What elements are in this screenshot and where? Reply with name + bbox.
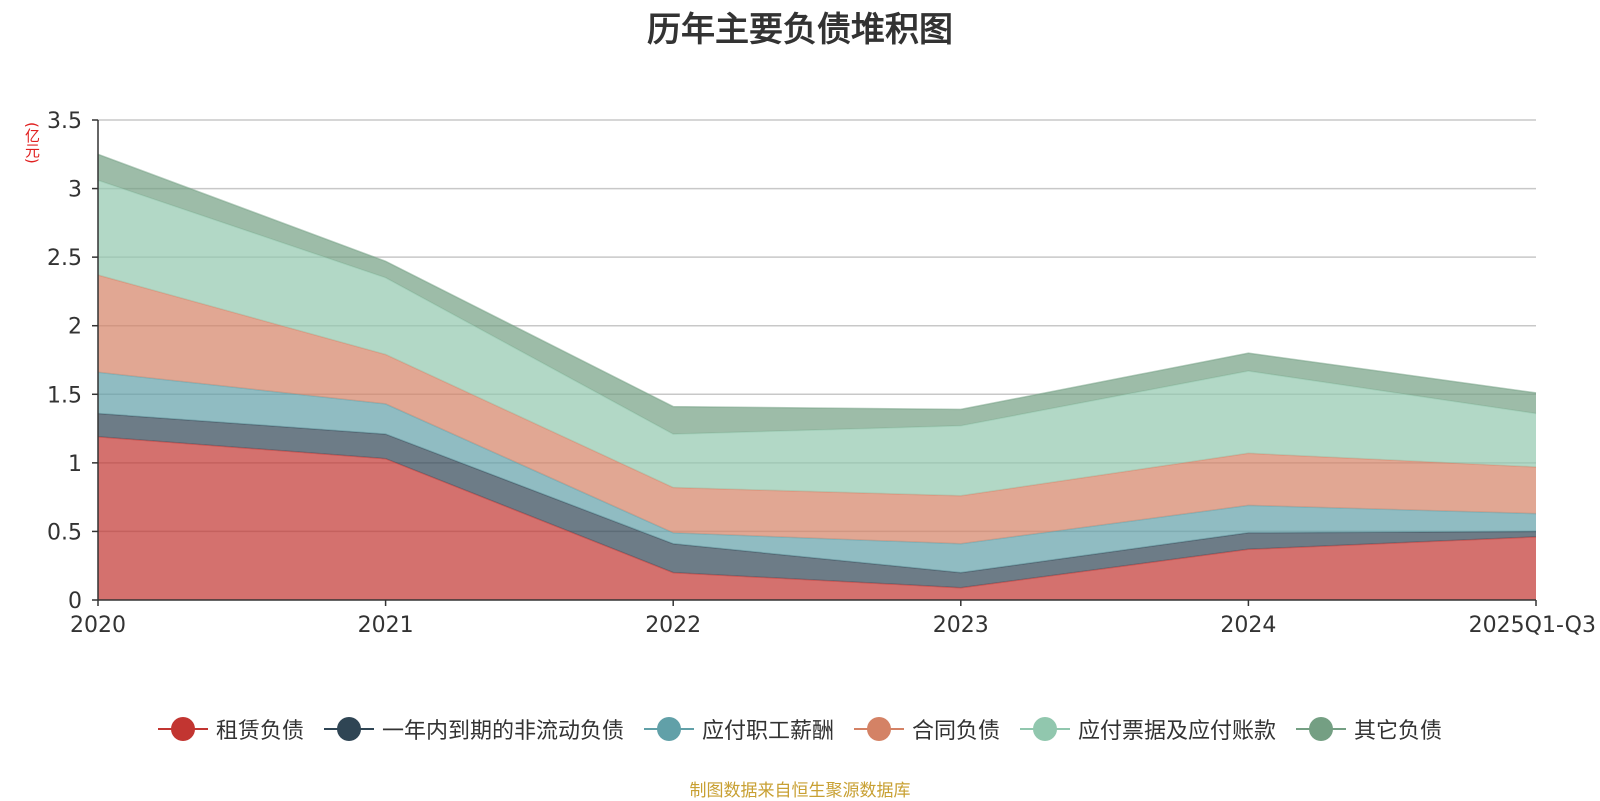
legend-label: 应付票据及应付账款 <box>1078 719 1277 744</box>
legend-marker-dot <box>1033 717 1058 741</box>
legend-marker-icon <box>157 716 208 742</box>
legend-marker-icon <box>643 716 694 742</box>
legend-marker-icon <box>323 716 374 742</box>
x-tick-label: 2022 <box>645 613 701 638</box>
x-tick-label: 2021 <box>358 613 414 638</box>
y-tick-label: 2.5 <box>47 246 82 271</box>
legend-label: 一年内到期的非流动负债 <box>381 719 624 744</box>
legend-item[interactable]: 应付票据及应付账款 <box>1020 713 1276 745</box>
area-edge-6 <box>97 153 1537 411</box>
legend-marker-dot <box>656 717 681 741</box>
legend-marker-dot <box>1309 717 1334 741</box>
legend-label: 租赁负债 <box>215 719 304 744</box>
legend-item[interactable]: 应付职工薪酬 <box>643 713 834 745</box>
area-2 <box>98 413 1536 588</box>
x-tick-label: 2025Q1-Q3 <box>1469 613 1596 638</box>
y-tick-label: 3.5 <box>47 109 82 134</box>
source-note: 制图数据来自恒生聚源数据库 <box>689 781 911 801</box>
axes: 0 0.5 1 1.5 2 2.5 3 3.5 2020 2021 2022 2023 2024 2025… <box>47 109 1596 638</box>
x-tick-label: 2020 <box>70 613 126 638</box>
area-3 <box>98 372 1536 573</box>
legend-marker-dot <box>170 717 195 741</box>
x-tick-label: 2024 <box>1220 613 1276 638</box>
y-tick-label: 3 <box>68 178 82 203</box>
y-tick-label: 1 <box>68 452 82 477</box>
legend-marker-icon <box>854 716 904 742</box>
y-tick-label: 2 <box>68 315 82 340</box>
legend-marker-dot <box>336 717 361 741</box>
area-series-layer <box>97 153 1537 600</box>
y-tick-label: 0 <box>68 589 82 614</box>
legend-label: 其它负债 <box>1354 719 1443 744</box>
y-tick-label: 0.5 <box>47 520 82 545</box>
y-axis-unit-label: (亿元) <box>23 122 41 164</box>
legend-item[interactable]: 租赁负债 <box>157 713 304 745</box>
legend-marker-icon <box>1296 716 1347 742</box>
legend-item[interactable]: 合同负债 <box>854 713 1000 745</box>
area-edge-5 <box>97 179 1537 435</box>
legend: 租赁负债 一年内到期的非流动负债 应付职工薪酬 合同负债 应付票据及应付账款 其它负债 <box>0 713 1600 745</box>
y-tick-label: 1.5 <box>47 383 82 408</box>
x-tick-label: 2023 <box>933 613 989 638</box>
chart-title: 历年主要负债堆积图 <box>647 10 953 50</box>
legend-label: 合同负债 <box>912 719 1001 744</box>
legend-item[interactable]: 一年内到期的非流动负债 <box>323 713 624 745</box>
legend-marker-dot <box>867 717 891 741</box>
legend-label: 应付职工薪酬 <box>701 719 834 744</box>
legend-marker-icon <box>1020 716 1071 742</box>
area-5 <box>98 180 1536 496</box>
area-4 <box>98 275 1536 544</box>
legend-item[interactable]: 其它负债 <box>1296 713 1442 745</box>
